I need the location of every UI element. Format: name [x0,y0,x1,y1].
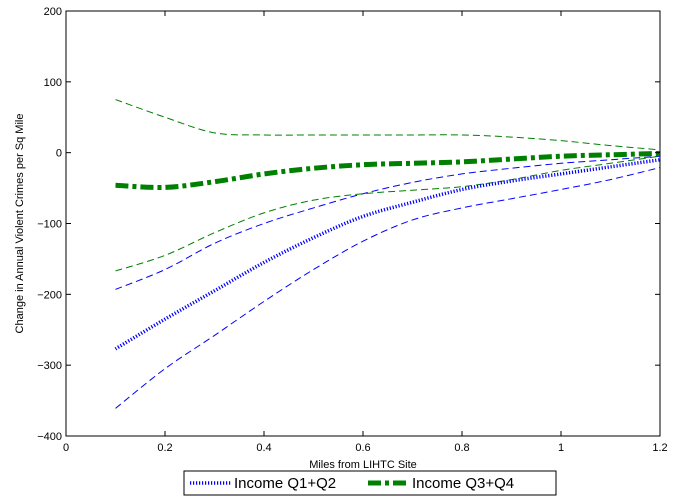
tick-layer: 0 0.2 0.4 0.6 0.8 1 1.2 −400 −300 −200 −100 0 100 200 [37,6,667,454]
plot-area [65,10,661,437]
legend-label-income-q3-q4: Income Q3+Q4 [412,475,514,492]
legend: Income Q1+Q2 Income Q3+Q4 [183,470,557,496]
y-tick-label: −400 [37,431,62,443]
x-tick-label: 0.6 [355,442,370,454]
series-income-q3-q4 [115,150,661,190]
x-tick-label: 0.4 [256,442,271,454]
x-tick-label: 1 [558,442,564,454]
series-income-q1-q2 [114,158,661,351]
y-tick-label: −300 [37,360,62,372]
x-tick-label: 0.2 [157,442,172,454]
x-tick-label: 0.8 [454,442,469,454]
x-axis-label: Miles from LIHTC Site [309,459,417,471]
x-tick-label: 1.2 [652,442,667,454]
y-tick-label: −200 [37,289,62,301]
y-tick-label: 200 [44,6,62,18]
x-tick-label: 0 [63,442,69,454]
series-income-q1-q2-lower-bound [115,167,661,409]
series-layer [114,99,661,409]
y-tick-label: 100 [44,77,62,89]
y-tick-label: −100 [37,219,62,231]
series-income-q3-q4-upper-bound [115,99,661,151]
series-income-q3-q4-lower-bound [115,155,661,272]
y-tick-label: 0 [56,148,62,160]
legend-label-income-q1-q2: Income Q1+Q2 [234,475,336,492]
y-axis-label: Change in Annual Violent Crimes per Sq M… [14,114,26,334]
series-income-q1-q2-upper-bound [115,155,661,290]
